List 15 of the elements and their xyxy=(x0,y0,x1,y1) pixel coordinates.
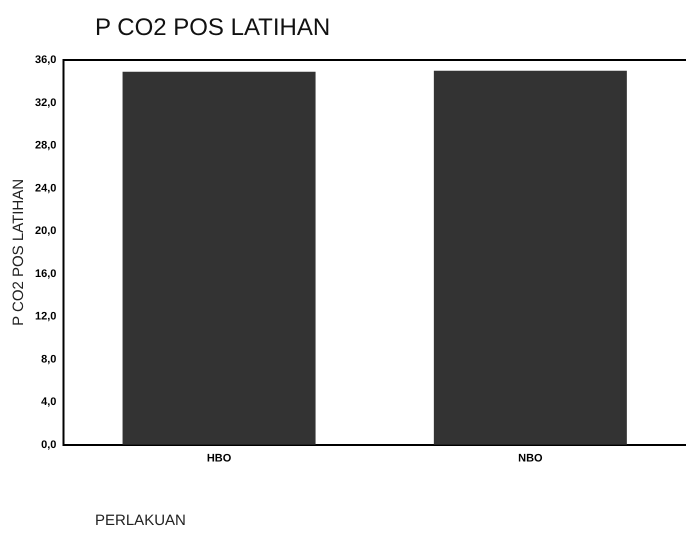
x-axis-title: PERLAKUAN xyxy=(95,512,186,529)
y-tick-label: 20,0 xyxy=(34,225,56,238)
y-tick-label: 8,0 xyxy=(41,353,56,366)
y-tick-label: 4,0 xyxy=(41,396,56,408)
y-tick-label: 12,0 xyxy=(34,310,56,323)
y-tick-label: 24,0 xyxy=(34,182,56,194)
y-tick-label: 28,0 xyxy=(34,140,56,152)
x-tick-label: HBO xyxy=(206,452,232,464)
y-tick-label: 16,0 xyxy=(34,268,56,280)
x-tick-label: NBO xyxy=(518,452,544,464)
y-tick-label: 32,0 xyxy=(34,96,56,109)
y-tick-label: 36,0 xyxy=(34,54,56,66)
y-tick-label: 0,0 xyxy=(41,438,56,451)
chart-title: P CO2 POS LATIHAN xyxy=(95,14,330,42)
y-axis-title: P CO2 POS LATIHAN xyxy=(10,178,28,326)
